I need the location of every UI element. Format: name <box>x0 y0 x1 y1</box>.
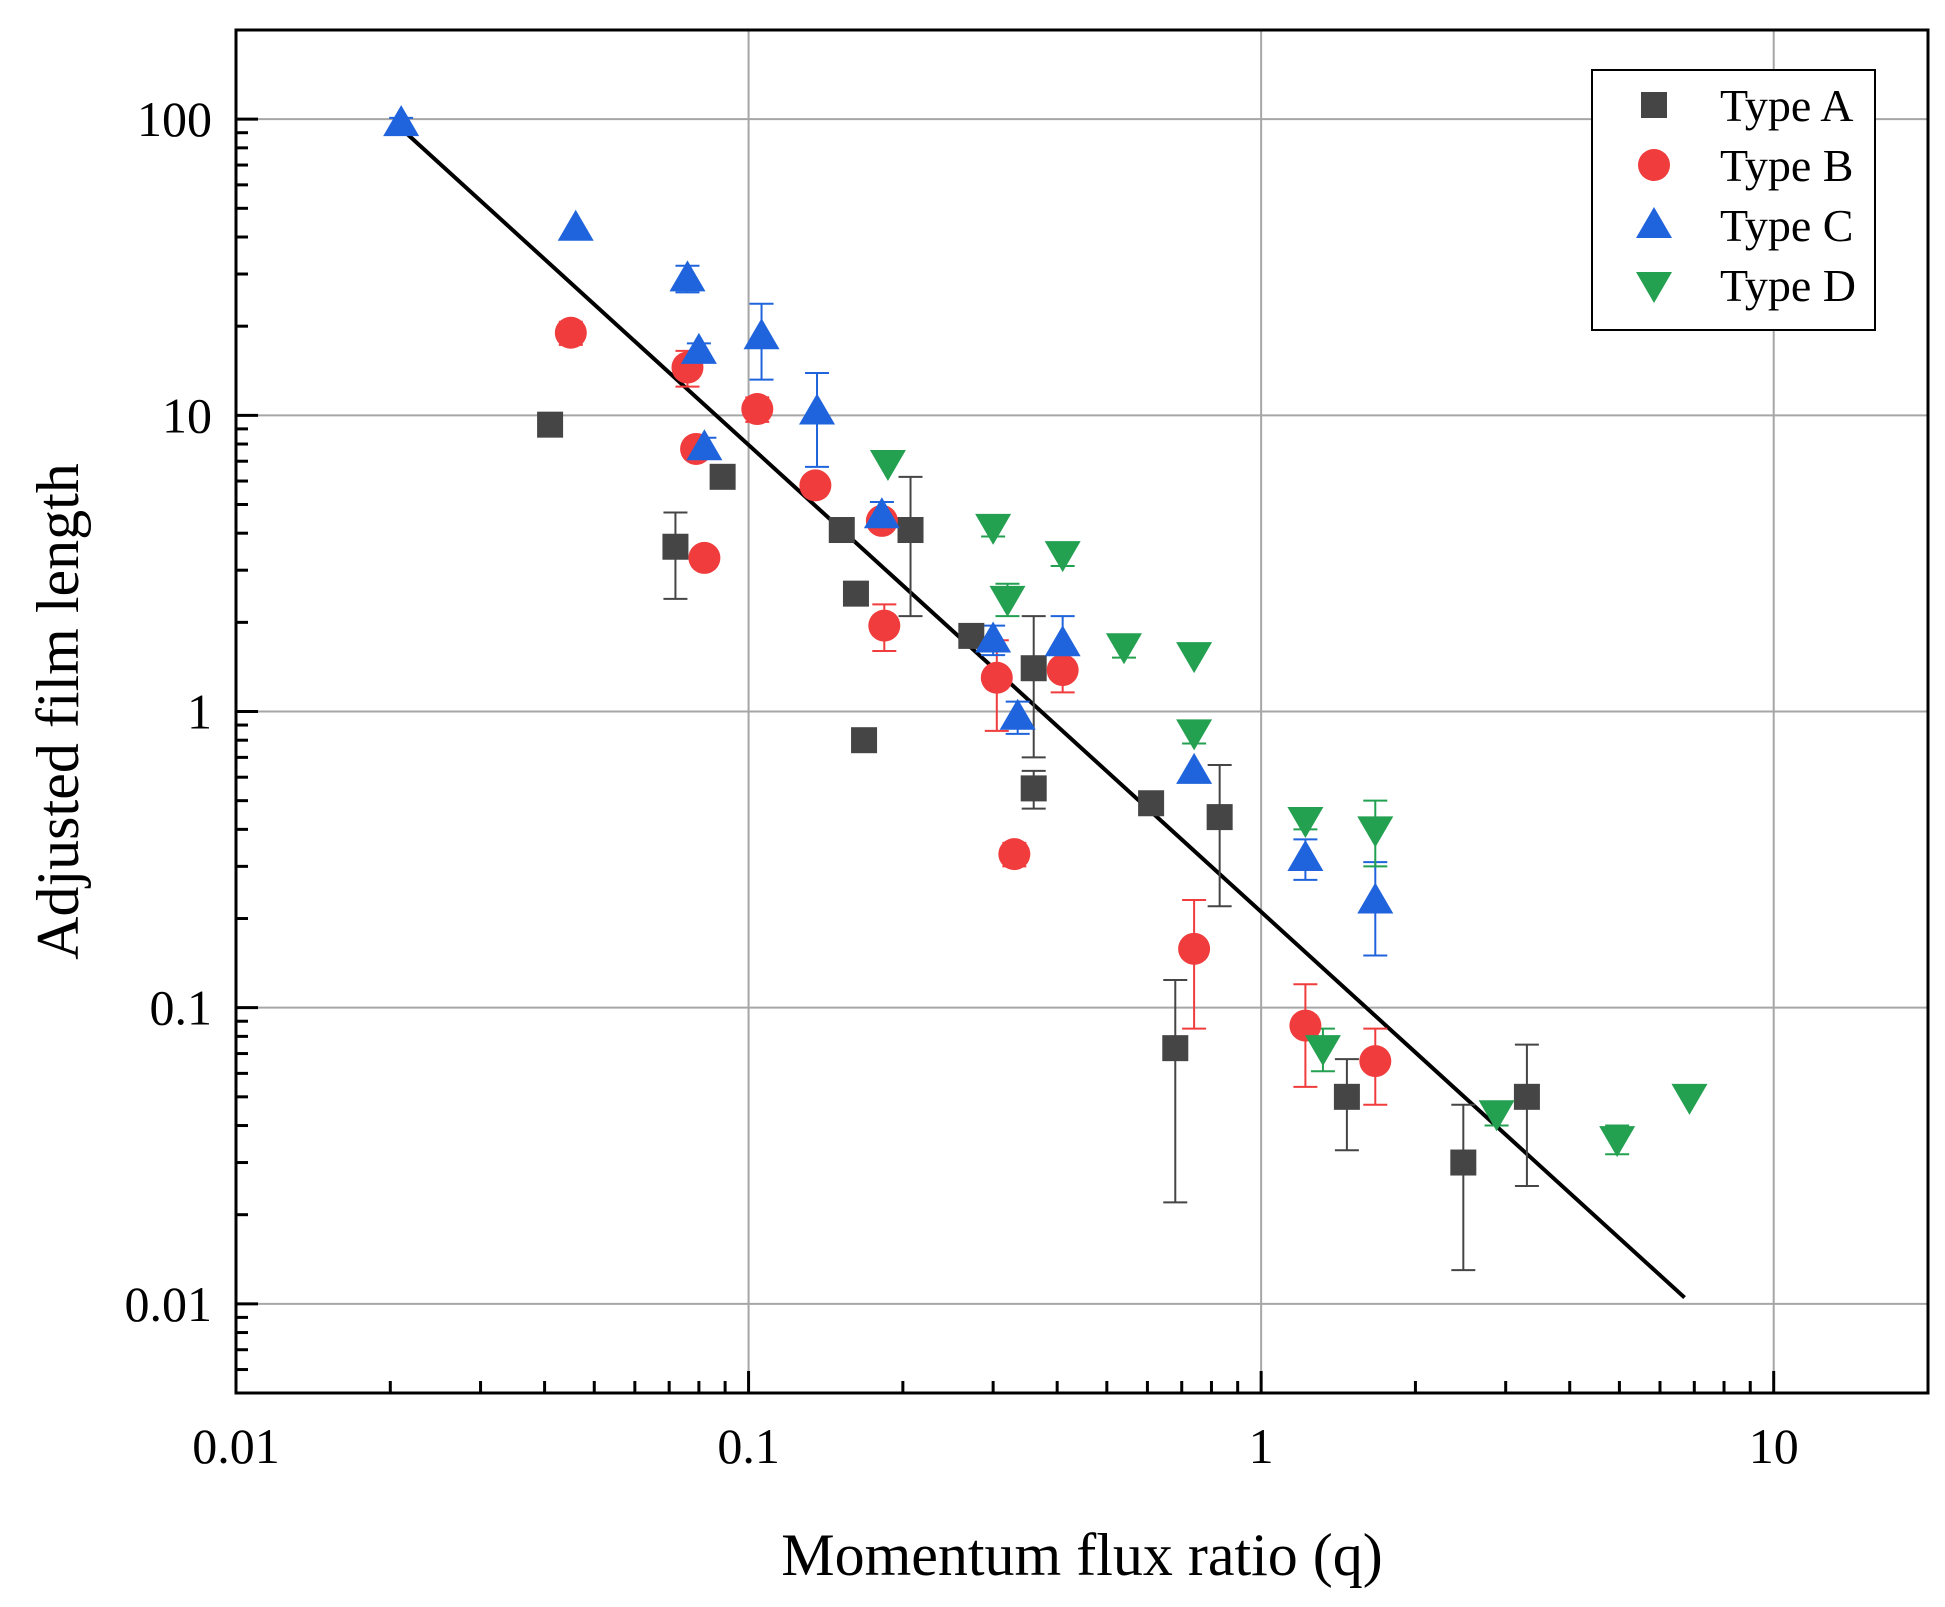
data-point <box>743 318 780 350</box>
legend-marker <box>1636 207 1672 238</box>
data-point <box>1138 790 1165 817</box>
data-point <box>1206 804 1233 831</box>
data-point <box>1287 840 1324 872</box>
fit-line-layer <box>399 127 1686 1300</box>
data-point <box>1289 1009 1322 1042</box>
legend-entry: Type C <box>1636 200 1854 251</box>
legend-label: Type C <box>1720 200 1854 251</box>
error-bar <box>1207 763 1232 908</box>
legend-marker <box>1638 149 1670 181</box>
data-point <box>1176 752 1213 784</box>
data-point <box>999 698 1036 730</box>
data-point <box>799 393 836 425</box>
data-point <box>851 727 878 754</box>
legend-label: Type A <box>1720 80 1854 131</box>
data-point <box>1044 541 1081 573</box>
data-point <box>1513 1083 1540 1110</box>
legend-marker <box>1636 272 1672 303</box>
data-point <box>557 209 594 241</box>
data-point <box>1046 654 1079 687</box>
data-point <box>686 429 723 461</box>
y-tick-label: 1 <box>187 684 212 740</box>
legend-entry: Type D <box>1636 260 1856 311</box>
data-point <box>1020 775 1047 802</box>
data-point <box>869 450 906 482</box>
data-point <box>1044 625 1081 657</box>
data-point <box>537 411 564 438</box>
data-point <box>799 469 832 502</box>
data-point <box>868 609 901 642</box>
axis-ticks <box>234 28 1930 1395</box>
x-tick-label: 1 <box>1249 1418 1274 1474</box>
data-point <box>709 463 736 490</box>
data-point <box>1359 1045 1392 1078</box>
data-point <box>975 621 1012 653</box>
data-point <box>1671 1083 1708 1115</box>
y-tick-label: 0.01 <box>125 1276 213 1332</box>
data-point <box>741 393 774 426</box>
data-point <box>863 497 900 529</box>
y-tick-label: 10 <box>162 387 212 443</box>
data-point <box>554 316 587 349</box>
legend-marker <box>1641 92 1667 118</box>
data-point <box>1304 1035 1341 1067</box>
y-tick-label: 0.1 <box>150 980 213 1036</box>
data-point <box>680 332 717 364</box>
data-point <box>842 580 869 607</box>
legend-label: Type D <box>1720 260 1856 311</box>
legend-entry: Type B <box>1638 140 1854 191</box>
data-point <box>669 260 706 292</box>
data-point <box>989 585 1026 617</box>
data-point <box>1450 1149 1477 1176</box>
error-bar <box>1451 1103 1476 1272</box>
data-point <box>1162 1035 1189 1062</box>
error-bar <box>898 475 923 618</box>
data-point <box>980 661 1013 694</box>
error-bar <box>1514 1043 1539 1187</box>
data-point <box>1333 1083 1360 1110</box>
legend-entries: Type A Type B Type C Type D <box>1636 80 1856 311</box>
error-bar <box>1021 615 1046 759</box>
x-tick-label: 0.01 <box>192 1418 280 1474</box>
data-point <box>1176 719 1213 751</box>
fit-line <box>399 127 1686 1300</box>
data-point <box>688 541 721 574</box>
data-point <box>1357 882 1394 914</box>
legend-label: Type B <box>1720 140 1854 191</box>
legend-entry: Type A <box>1641 80 1854 131</box>
data-point <box>1287 807 1324 839</box>
data-point <box>1178 932 1211 965</box>
data-point <box>998 838 1031 871</box>
data-point <box>1020 655 1047 682</box>
x-axis-title: Momentum flux ratio (q) <box>781 1522 1383 1588</box>
data-point <box>828 517 855 544</box>
data-point <box>1357 816 1394 848</box>
data-point <box>383 105 420 137</box>
data-markers <box>383 105 1708 1176</box>
data-point <box>975 513 1012 545</box>
data-point <box>1176 642 1213 674</box>
x-tick-label: 0.1 <box>717 1418 780 1474</box>
y-axis-title: Adjusted film length <box>25 463 91 960</box>
y-tick-label: 100 <box>137 91 212 147</box>
data-point <box>1478 1100 1515 1132</box>
legend-box <box>1591 69 1876 331</box>
data-point <box>1105 633 1142 665</box>
tick-labels: 0.01 0.1 1 10 0.01 0.1 1 10 100 <box>125 91 1799 1474</box>
data-point <box>662 533 689 560</box>
x-tick-label: 10 <box>1749 1418 1799 1474</box>
data-point <box>1599 1126 1636 1158</box>
error-bar <box>1163 979 1188 1204</box>
data-point <box>897 517 924 544</box>
legend: Type A Type B Type C Type D <box>1591 69 1876 331</box>
